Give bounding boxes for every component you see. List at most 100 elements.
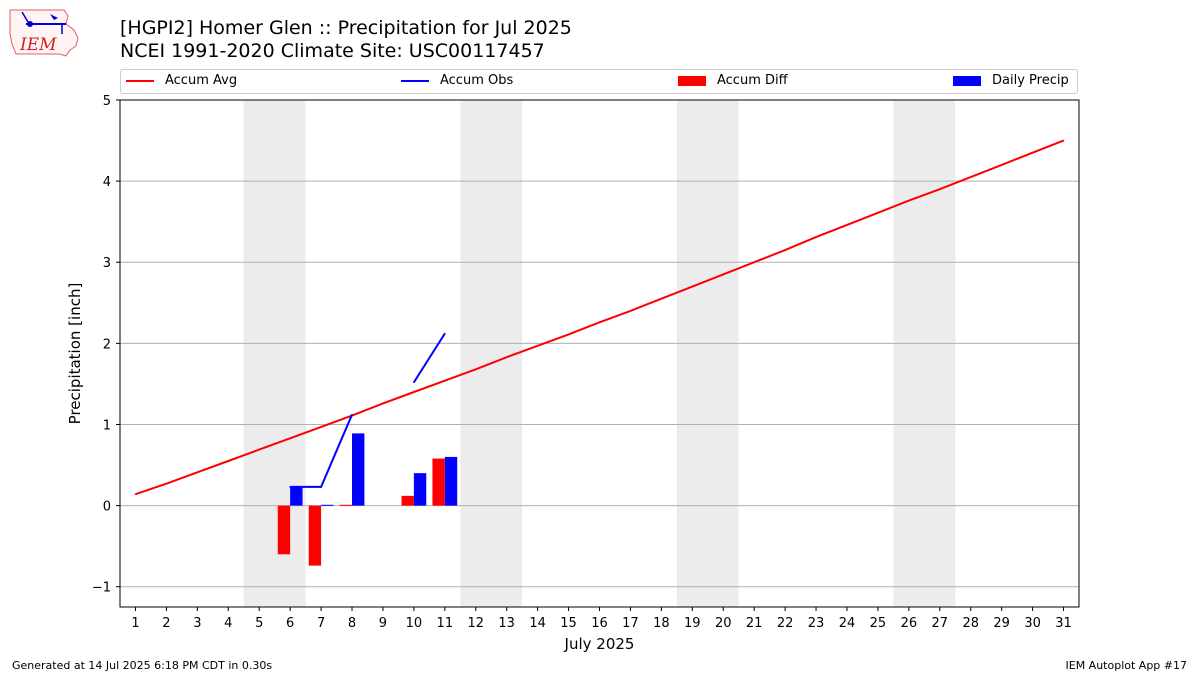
x-tick-label-26: 26 (901, 616, 918, 631)
bar-accum-diff-6 (277, 505, 291, 555)
y-tick-label-0: 0 (103, 500, 111, 515)
point-accum-avg-2 (165, 482, 168, 485)
point-accum-avg-23 (815, 236, 817, 238)
point-accum-obs-11 (444, 332, 446, 335)
iem-logo: IEM (9, 9, 79, 57)
x-tick-label-13: 13 (498, 616, 515, 631)
point-accum-avg-30 (1031, 151, 1034, 154)
bar-accum-diff-8 (339, 504, 353, 506)
x-tick-label-24: 24 (839, 616, 856, 631)
point-accum-avg-3 (196, 471, 199, 474)
point-accum-avg-1 (134, 493, 137, 496)
x-tick-label-9: 9 (379, 616, 387, 631)
point-accum-avg-9 (382, 402, 384, 405)
legend-item-accum-obs: Accum Obs (401, 73, 513, 91)
weekend-shading (243, 100, 956, 607)
point-accum-avg-7 (320, 426, 322, 428)
bar-accum-diff-7 (308, 505, 322, 566)
bar-daily-precip-8 (352, 433, 365, 506)
x-tick-label-15: 15 (560, 616, 577, 631)
x-tick-label-20: 20 (715, 616, 732, 631)
bar-daily-precip-11 (444, 456, 458, 506)
point-accum-avg-15 (567, 333, 570, 336)
point-accum-avg-27 (938, 188, 941, 191)
x-tick-label-18: 18 (653, 616, 670, 631)
x-tick-label-14: 14 (529, 616, 546, 631)
x-tick-label-2: 2 (162, 616, 170, 631)
y-tick-label-4: 4 (103, 175, 111, 190)
point-accum-avg-16 (598, 321, 601, 324)
point-accum-avg-20 (722, 273, 725, 276)
legend-swatch-daily-precip (953, 75, 981, 86)
plot-frame (119, 99, 1080, 608)
generated-timestamp: Generated at 14 Jul 2025 6:18 PM CDT in … (12, 659, 273, 672)
x-axis-label: July 2025 (564, 635, 635, 653)
bars (277, 433, 458, 566)
x-tick-label-7: 7 (317, 616, 325, 631)
x-tick-label-23: 23 (808, 616, 825, 631)
logo-text: IEM (19, 35, 57, 55)
point-accum-avg-17 (629, 310, 632, 312)
legend-swatch-accum-avg (126, 79, 154, 82)
line-accum-obs (290, 333, 446, 488)
point-accum-obs-6 (289, 486, 291, 488)
y-tick-label-3: 3 (103, 256, 111, 271)
x-tick-label-22: 22 (777, 616, 794, 631)
point-accum-avg-26 (908, 199, 910, 202)
x-tick-label-3: 3 (193, 616, 201, 631)
point-accum-avg-22 (784, 249, 786, 251)
x-tick-label-5: 5 (255, 616, 263, 631)
app-credit: IEM Autoplot App #17 (1065, 659, 1188, 672)
point-accum-avg-21 (753, 261, 755, 264)
x-tick-label-6: 6 (286, 616, 294, 631)
x-tick-label-21: 21 (746, 616, 763, 631)
point-accum-avg-4 (227, 460, 230, 462)
legend-label-daily-precip: Daily Precip (992, 73, 1069, 88)
point-accum-avg-14 (536, 344, 539, 347)
x-axis-ticks: 1 2 3 4 5 6 7 8 9 10 11 12 13 14 15 16 17 18 19 20 21 22 23 24 2… (131, 607, 1072, 631)
legend-label-accum-avg: Accum Avg (165, 73, 238, 88)
legend-item-accum-diff: Accum Diff (678, 73, 788, 91)
point-accum-avg-10 (413, 391, 415, 393)
y-tick-label-2: 2 (103, 337, 111, 352)
x-tick-label-31: 31 (1055, 616, 1072, 631)
legend-item-accum-avg: Accum Avg (126, 73, 237, 91)
y-tick-label--1: −1 (92, 581, 111, 596)
point-accum-obs-7 (320, 486, 322, 488)
legend-item-daily-precip: Daily Precip (953, 73, 1069, 91)
point-accum-avg-12 (474, 368, 477, 371)
bar-daily-precip-7 (321, 504, 334, 506)
weekend-band-26-27 (893, 100, 956, 607)
x-tick-label-16: 16 (591, 616, 608, 631)
point-accum-avg-31 (1062, 139, 1065, 142)
legend-swatch-accum-diff (678, 75, 706, 86)
point-accum-avg-11 (444, 379, 446, 382)
x-tick-label-25: 25 (870, 616, 887, 631)
series-lines (134, 139, 1065, 496)
point-accum-avg-29 (1000, 164, 1003, 166)
x-tick-label-12: 12 (467, 616, 484, 631)
y-tick-label-5: 5 (103, 94, 111, 109)
x-tick-label-1: 1 (131, 616, 139, 631)
legend-swatch-accum-obs (401, 79, 429, 82)
point-accum-avg-8 (351, 414, 353, 417)
chart-subtitle: NCEI 1991-2020 Climate Site: USC00117457 (120, 40, 545, 62)
weekend-band-19-20 (676, 100, 739, 607)
x-tick-label-10: 10 (406, 616, 423, 631)
x-tick-label-17: 17 (622, 616, 639, 631)
point-accum-avg-19 (691, 285, 694, 288)
point-accum-avg-13 (505, 356, 508, 358)
x-tick-label-19: 19 (684, 616, 701, 631)
bar-accum-diff-11 (432, 458, 445, 506)
y-axis-ticks: −1 0 1 2 3 4 5 (92, 94, 120, 596)
weekend-band-5-6 (243, 100, 306, 607)
legend: Accum Avg Accum Obs Accum Diff Daily Pre… (120, 69, 1078, 94)
x-tick-label-28: 28 (962, 616, 979, 631)
x-tick-label-11: 11 (437, 616, 454, 631)
bar-daily-precip-6 (290, 486, 303, 506)
point-accum-avg-25 (877, 211, 879, 214)
x-tick-label-27: 27 (932, 616, 949, 631)
x-tick-label-8: 8 (348, 616, 356, 631)
weekend-band-12-13 (460, 100, 523, 607)
